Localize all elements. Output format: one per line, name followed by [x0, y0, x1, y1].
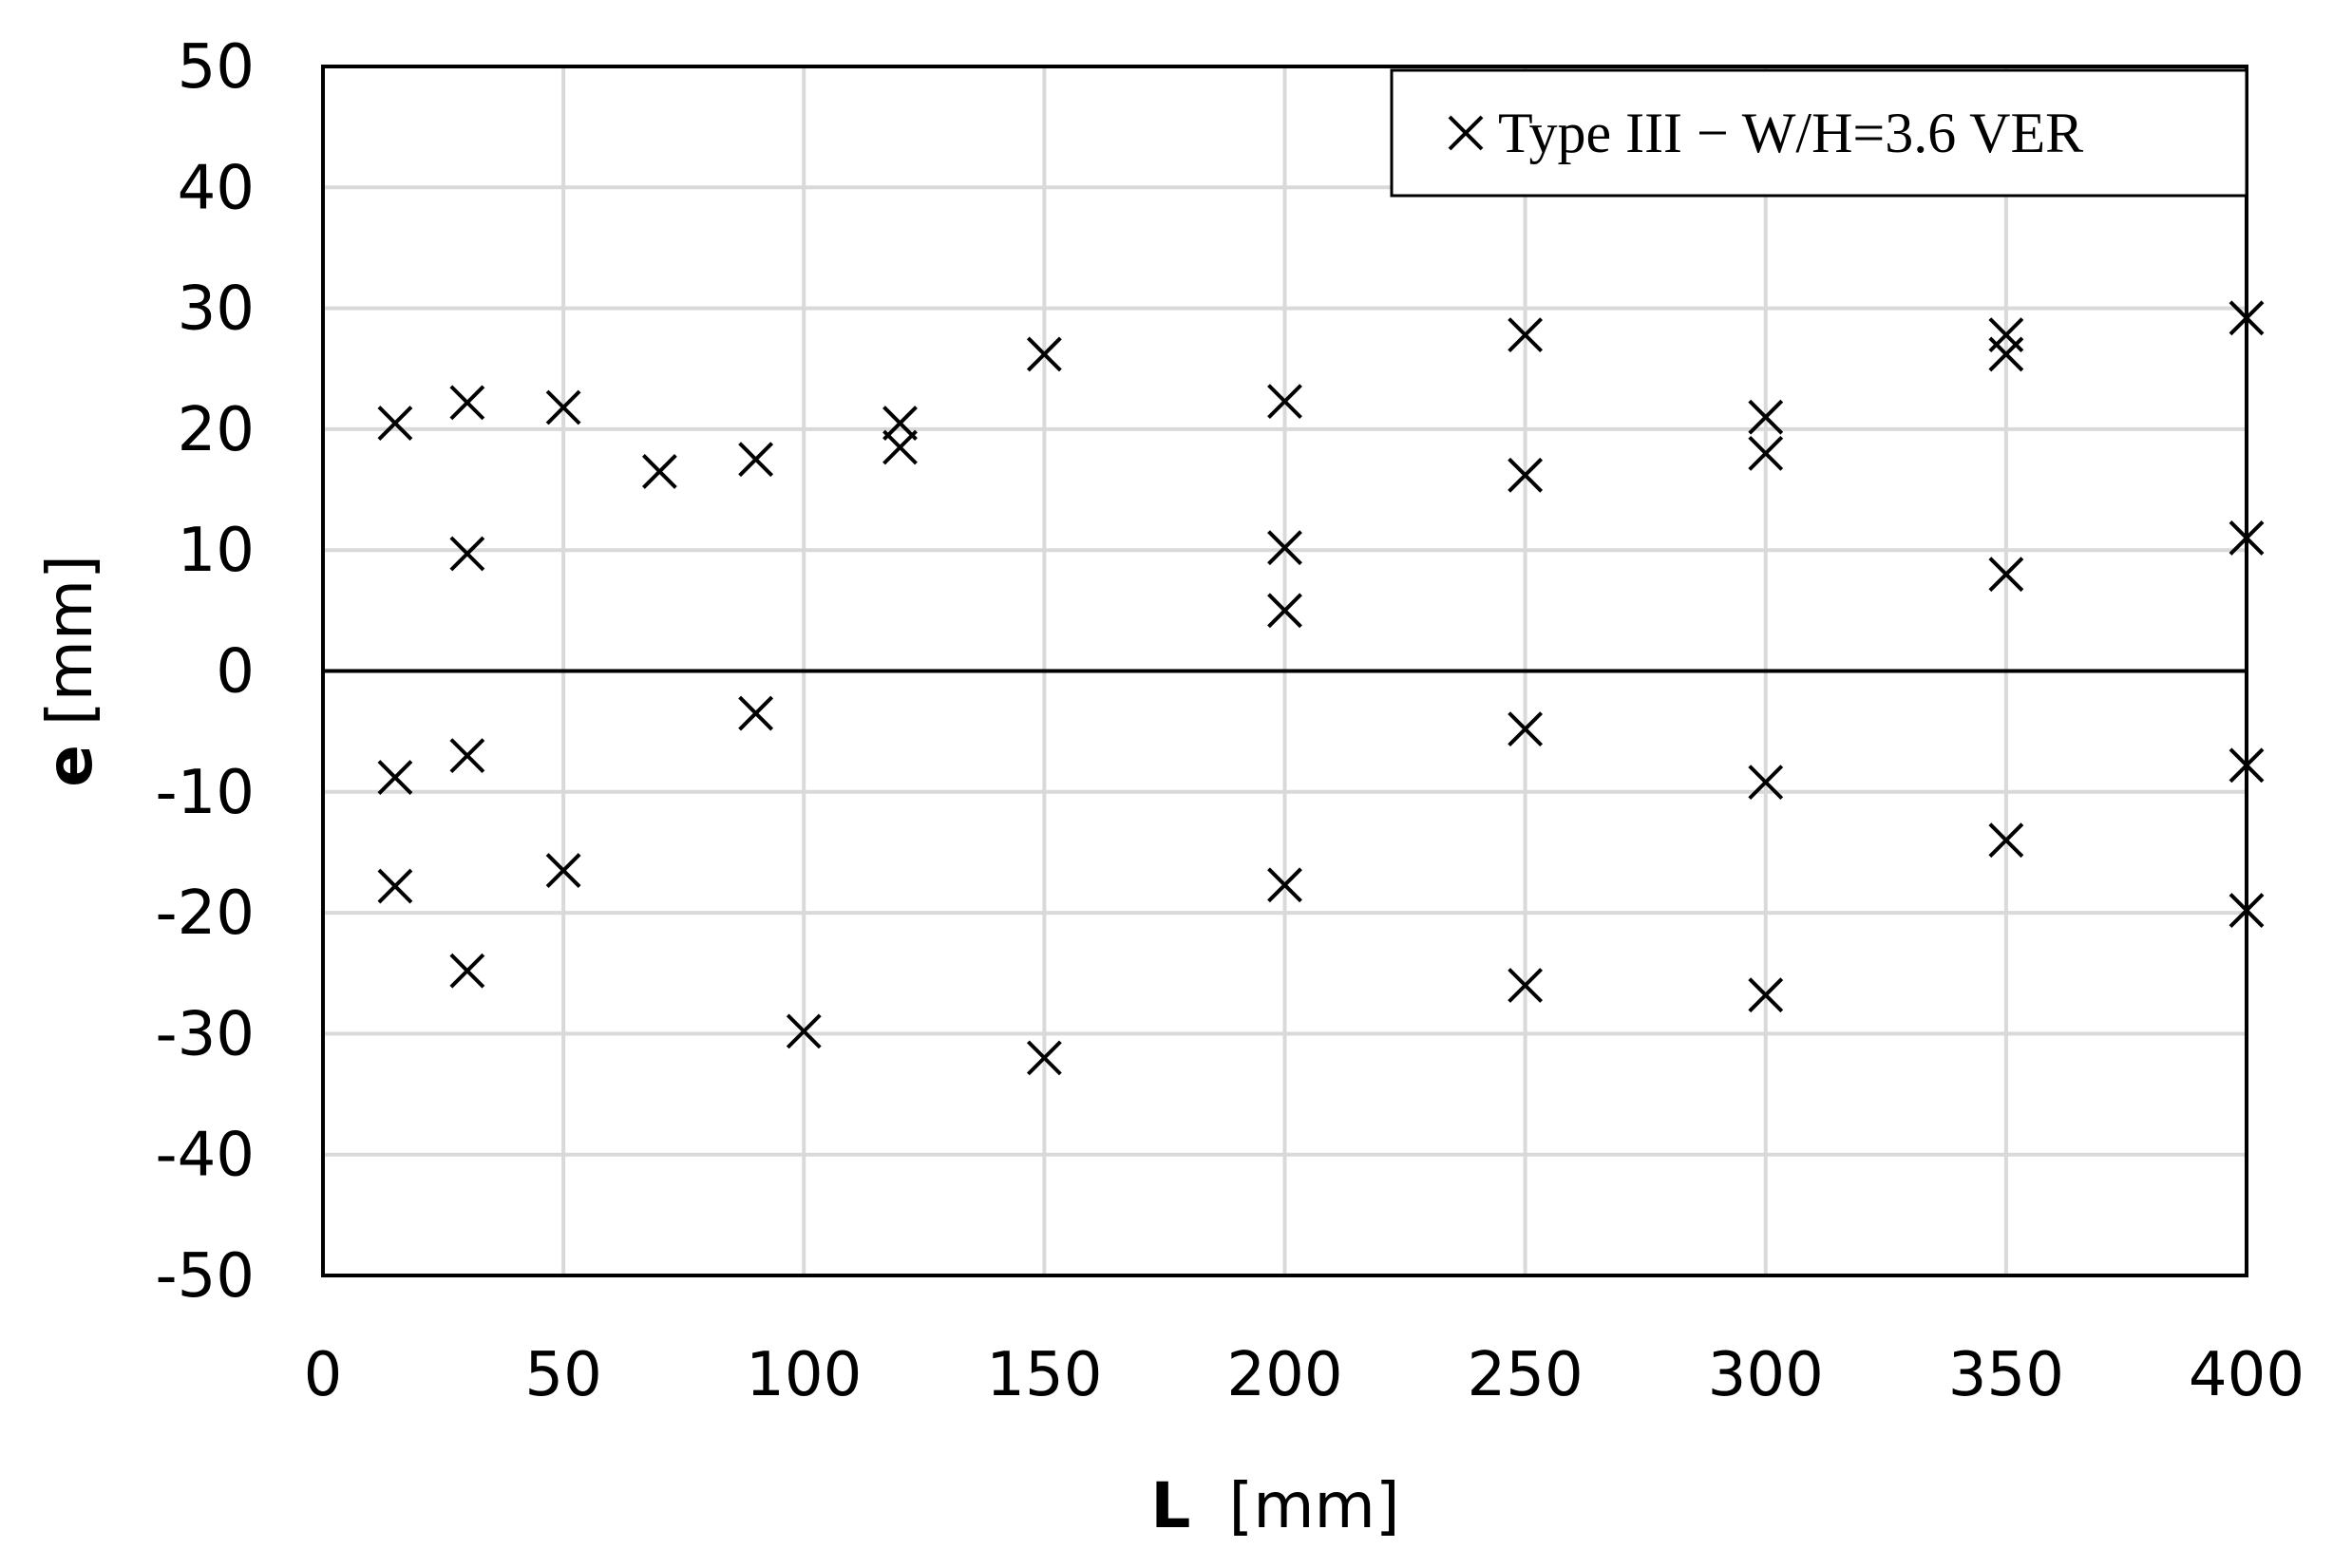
y-tick-label: -40: [155, 1121, 255, 1191]
data-point: [641, 454, 677, 489]
data-point: [1267, 384, 1302, 420]
legend-box: [1390, 68, 2248, 198]
x-tick-label: 200: [1226, 1340, 1342, 1410]
data-point: [449, 385, 485, 421]
x-tick-label: 250: [1468, 1340, 1584, 1410]
data-point: [449, 738, 485, 774]
data-point: [377, 406, 413, 441]
y-tick-label: 30: [178, 274, 255, 345]
x-tick-label: 100: [746, 1340, 862, 1410]
data-point: [738, 442, 774, 478]
x-tick-label: 300: [1708, 1340, 1824, 1410]
data-point: [1508, 317, 1544, 353]
data-points: [377, 300, 2265, 1076]
data-point: [1267, 867, 1302, 903]
tick-labels: -50 -40 -30 -20 -10 0 10 20 30 40 50 0 50 100 150 200 25…: [155, 32, 2305, 1410]
x-tick-label: 350: [1948, 1340, 2064, 1410]
legend-label: Type III − W/H=3.6 VER: [1498, 102, 2083, 164]
data-point: [1508, 457, 1544, 493]
data-point: [2229, 893, 2265, 928]
data-point: [1988, 822, 2024, 859]
data-point: [1026, 336, 1062, 372]
y-tick-label: 50: [178, 32, 255, 103]
data-point: [1748, 977, 1784, 1013]
data-point: [377, 868, 413, 904]
legend-marker-icon: [1448, 115, 1484, 151]
x-tick-label: 50: [524, 1340, 601, 1410]
data-point: [882, 429, 918, 465]
y-tick-label: 20: [178, 395, 255, 465]
data-point: [2229, 520, 2265, 556]
data-point: [1508, 968, 1544, 1003]
data-point: [1267, 593, 1302, 629]
data-point: [449, 536, 485, 572]
data-point: [1267, 530, 1302, 566]
data-point: [1988, 336, 2024, 372]
x-axis-title: L [mm]: [1150, 1469, 1399, 1542]
y-tick-label: -10: [155, 758, 255, 828]
y-tick-label: -20: [155, 878, 255, 949]
x-tick-label: 400: [2189, 1340, 2305, 1410]
data-point: [1748, 435, 1784, 471]
axis-titles: L [mm] e[mm]: [33, 555, 1400, 1542]
legend: Type III − W/H=3.6 VER: [1390, 68, 2248, 198]
y-tick-label: 0: [216, 637, 255, 708]
data-point: [1026, 1040, 1062, 1076]
y-tick-label: -50: [155, 1241, 255, 1312]
data-point: [738, 695, 774, 731]
plot-frame: [321, 65, 2248, 1277]
data-point: [377, 760, 413, 795]
x-tick-label: 150: [986, 1340, 1102, 1410]
y-axis-title: e[mm]: [33, 555, 106, 787]
data-point: [449, 953, 485, 989]
x-tick-label: 0: [304, 1340, 343, 1410]
y-tick-label: 10: [178, 516, 255, 586]
y-tick-label: 40: [178, 153, 255, 223]
data-point: [1508, 711, 1544, 747]
data-point: [1748, 399, 1784, 435]
data-point: [1748, 765, 1784, 801]
data-point: [2229, 747, 2265, 784]
data-point: [786, 1013, 822, 1049]
data-point: [2229, 300, 2265, 336]
data-point: [545, 853, 581, 888]
y-tick-label: -30: [155, 999, 255, 1069]
data-point: [545, 389, 581, 425]
data-point: [1988, 557, 2024, 593]
